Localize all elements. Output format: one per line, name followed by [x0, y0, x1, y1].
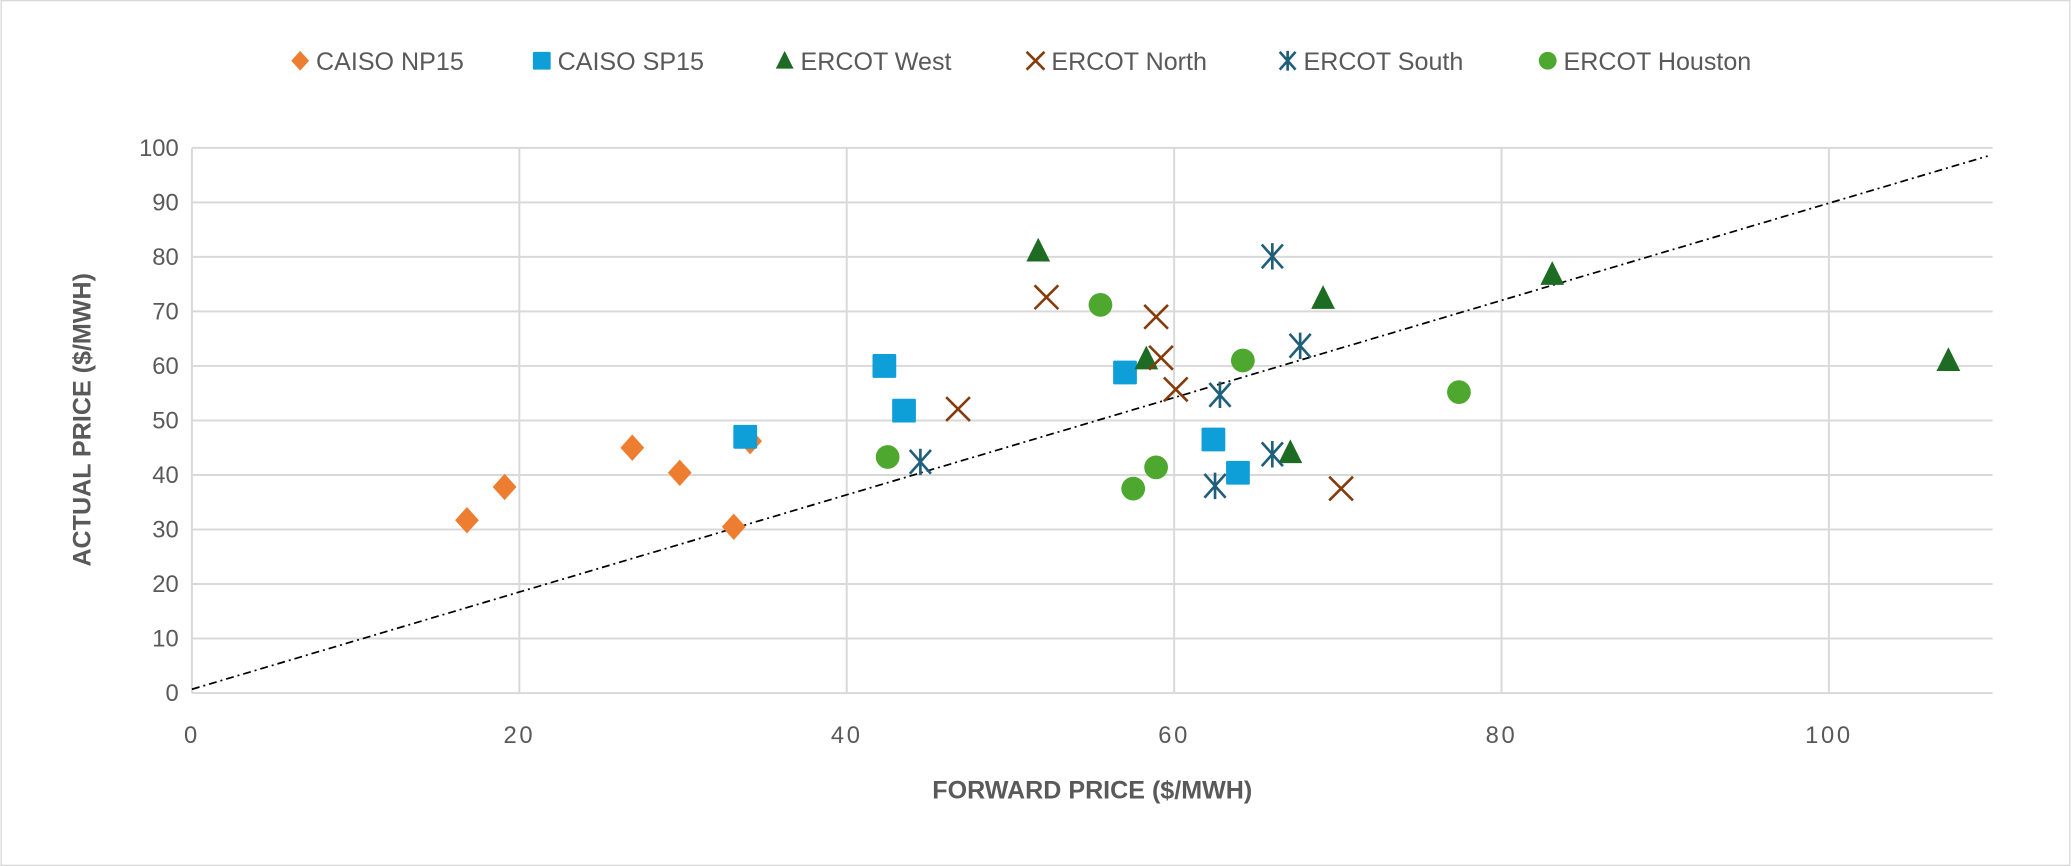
x-tick-label: 60	[1158, 722, 1190, 749]
legend-label: CAISO NP15	[316, 48, 464, 76]
legend-item: ERCOT North	[1025, 48, 1207, 76]
legend-label: ERCOT South	[1303, 48, 1463, 76]
data-point	[733, 424, 758, 449]
legend-label: ERCOT North	[1051, 48, 1207, 76]
x-tick-label: 100	[1805, 722, 1853, 749]
y-tick-label: 40	[152, 462, 178, 489]
y-tick-labels: 0 10 20 30 40 50 60 70 80 90 100	[139, 135, 179, 707]
data-point	[1203, 472, 1227, 500]
data-point	[667, 459, 692, 487]
x-tick-label: 40	[831, 722, 863, 749]
legend-marker-icon	[1278, 50, 1297, 71]
data-point	[1088, 292, 1113, 317]
y-axis-title: ACTUAL PRICE ($/MWH)	[68, 273, 96, 567]
data-point	[1144, 455, 1168, 480]
y-tick-label: 100	[139, 135, 179, 162]
data-point	[1260, 243, 1284, 270]
data-point	[1230, 348, 1255, 373]
legend-item: ERCOT Houston	[1538, 48, 1752, 76]
data-point	[492, 473, 517, 501]
legend-item: ERCOT South	[1278, 48, 1463, 76]
data-point	[1936, 347, 1961, 372]
x-tick-label: 20	[503, 722, 535, 749]
data-point	[1026, 237, 1051, 262]
y-tick-label: 80	[152, 244, 178, 271]
data-point	[1113, 360, 1137, 385]
data-point	[721, 513, 746, 540]
data-point	[1208, 381, 1232, 409]
data-point	[1162, 376, 1189, 403]
legend-marker-icon	[1025, 50, 1046, 71]
data-point	[908, 448, 932, 476]
legend-label: ERCOT Houston	[1564, 48, 1752, 76]
data-point	[1033, 284, 1060, 311]
legend-marker-icon	[1538, 51, 1557, 70]
data-point	[872, 354, 897, 378]
series-ercot-north	[945, 284, 1354, 502]
data-point	[1288, 332, 1312, 359]
data-point	[892, 398, 916, 423]
data-point	[1540, 261, 1565, 285]
legend-label: ERCOT West	[801, 48, 952, 76]
x-axis-title: FORWARD PRICE ($/MWH)	[932, 777, 1252, 805]
x-tick-label: 0	[184, 722, 200, 749]
series-ercot-south	[908, 243, 1312, 500]
legend-item: CAISO SP15	[532, 48, 704, 76]
data-point	[1226, 460, 1250, 485]
legend-item: ERCOT West	[775, 48, 952, 76]
data-point	[945, 396, 971, 422]
y-tick-label: 20	[152, 571, 178, 598]
legend: CAISO NP15 CAISO SP15 ERCOT West ERCOT Nort…	[291, 48, 1751, 76]
data-point	[1134, 345, 1159, 370]
legend-marker-icon	[532, 51, 551, 70]
y-tick-label: 30	[152, 516, 178, 543]
data-point	[1143, 304, 1169, 330]
x-tick-label: 80	[1486, 722, 1518, 749]
data-point	[1260, 441, 1284, 468]
y-tick-label: 90	[152, 189, 178, 216]
legend-marker-icon	[775, 50, 794, 69]
series-ercot-west	[1026, 237, 1961, 464]
data-point	[1328, 475, 1354, 502]
data-point	[620, 434, 645, 461]
y-tick-label: 10	[152, 625, 178, 652]
series-ercot-houston	[875, 292, 1471, 501]
gridlines	[190, 146, 1993, 695]
y-tick-label: 60	[152, 353, 178, 380]
data-point	[1278, 439, 1303, 464]
data-point	[1148, 344, 1174, 371]
series-caiso-sp15	[733, 354, 1250, 485]
y-tick-label: 50	[152, 407, 178, 434]
data-point	[1311, 285, 1335, 309]
legend-item: CAISO NP15	[291, 48, 464, 76]
x-tick-labels: 0 20 40 60 80 100	[184, 722, 1853, 749]
legend-label: CAISO SP15	[558, 48, 704, 76]
data-point	[1201, 427, 1226, 452]
y-tick-label: 0	[166, 680, 179, 707]
y-tick-label: 70	[152, 298, 178, 325]
data-point	[1447, 380, 1471, 404]
data-point	[875, 445, 900, 469]
data-point	[1121, 476, 1146, 501]
